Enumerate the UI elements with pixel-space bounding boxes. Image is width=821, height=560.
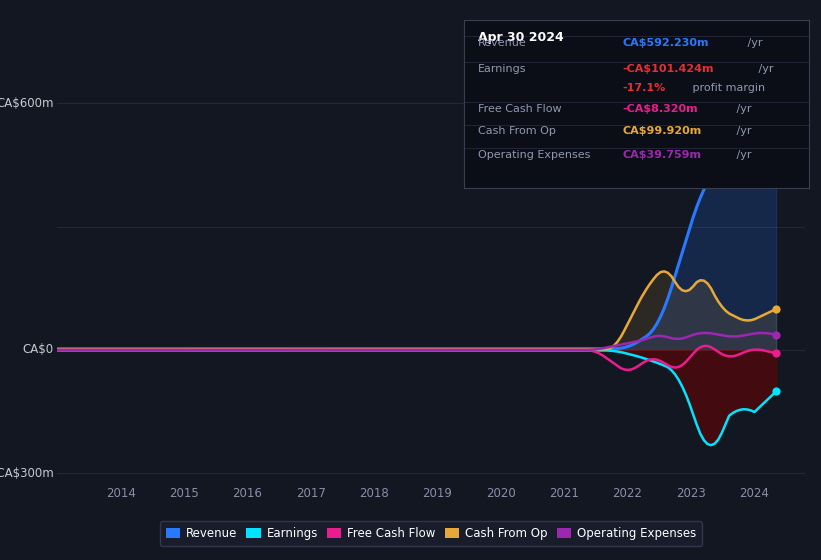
Text: CA$600m: CA$600m <box>0 96 53 110</box>
Text: Earnings: Earnings <box>478 64 526 74</box>
Text: /yr: /yr <box>733 104 751 114</box>
Point <box>769 387 782 396</box>
Point <box>769 330 782 339</box>
Text: profit margin: profit margin <box>689 83 765 92</box>
Text: Cash From Op: Cash From Op <box>478 127 556 136</box>
Point <box>769 102 782 111</box>
Text: -CA$300m: -CA$300m <box>0 467 53 480</box>
Text: -CA$101.424m: -CA$101.424m <box>622 64 714 74</box>
Text: Apr 30 2024: Apr 30 2024 <box>478 31 563 44</box>
Text: -CA$8.320m: -CA$8.320m <box>622 104 698 114</box>
Text: Operating Expenses: Operating Expenses <box>478 150 590 160</box>
Text: CA$99.920m: CA$99.920m <box>622 127 702 136</box>
Text: Free Cash Flow: Free Cash Flow <box>478 104 562 114</box>
Legend: Revenue, Earnings, Free Cash Flow, Cash From Op, Operating Expenses: Revenue, Earnings, Free Cash Flow, Cash … <box>159 521 703 546</box>
Text: CA$39.759m: CA$39.759m <box>622 150 701 160</box>
Point <box>769 349 782 358</box>
Text: CA$592.230m: CA$592.230m <box>622 38 709 48</box>
Text: Revenue: Revenue <box>478 38 526 48</box>
Text: /yr: /yr <box>744 38 763 48</box>
Text: /yr: /yr <box>733 127 751 136</box>
Text: CA$0: CA$0 <box>23 343 53 357</box>
Text: /yr: /yr <box>733 150 751 160</box>
Text: /yr: /yr <box>754 64 773 74</box>
Point <box>769 305 782 314</box>
Text: -17.1%: -17.1% <box>622 83 666 92</box>
